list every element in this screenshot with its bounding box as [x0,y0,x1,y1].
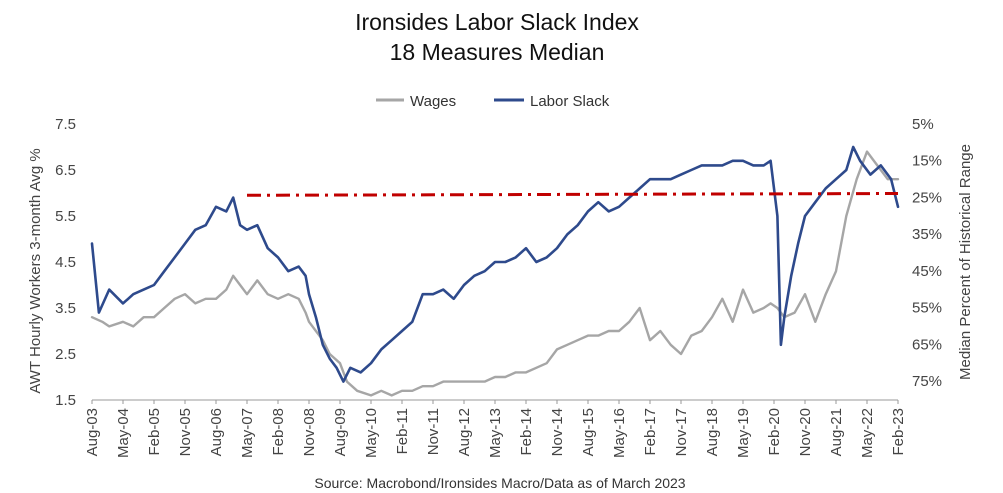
x-tick-label: May-10 [363,408,380,458]
y2-tick-label: 75% [912,373,942,390]
y2-axis-title: Median Percent of Historical Range [957,144,974,380]
x-tick-label: Aug-21 [828,408,845,456]
y2-tick-label: 35% [912,226,942,243]
x-tick-label: Nov-17 [673,408,690,456]
x-tick-label: Feb-23 [890,408,907,456]
y2-tick-label: 5% [912,116,934,133]
y-tick-label: 4.5 [55,254,76,271]
chart-subtitle: 18 Measures Median [390,39,605,65]
y-axis: 7.5 6.5 5.5 4.5 3.5 2.5 1.5 [55,116,76,409]
series-line-labor-slack [90,145,900,383]
y-tick-label: 3.5 [55,300,76,317]
x-tick-label: Aug-06 [208,408,225,456]
x-tick-label: May-13 [487,408,504,458]
x-tick-label: Feb-05 [146,408,163,456]
x-tick-label: Feb-11 [394,408,411,454]
x-tick-label: Nov-20 [797,408,814,456]
x-tick-label: Aug-18 [704,408,721,456]
threshold-line [246,192,899,197]
series-line-wages [90,150,900,397]
x-axis: Aug-03 May-04 Feb-05 Nov-05 Aug-06 May-07 Feb-… [84,400,907,458]
x-tick-label: Feb-14 [518,408,535,456]
y-tick-label: 6.5 [55,162,76,179]
x-tick-label: May-16 [611,408,628,458]
x-tick-label: May-19 [735,408,752,458]
x-tick-label: Feb-17 [642,408,659,456]
legend-labor-slack-label: Labor Slack [530,93,610,110]
x-tick-label: Nov-14 [549,408,566,456]
y2-tick-label: 25% [912,189,942,206]
x-tick-label: Nov-05 [177,408,194,456]
y-tick-label: 2.5 [55,346,76,363]
y-tick-label: 7.5 [55,116,76,133]
x-tick-label: Feb-08 [270,408,287,456]
x-tick-label: Aug-15 [580,408,597,456]
x-tick-label: Nov-08 [301,408,318,456]
y2-tick-label: 15% [912,153,942,170]
x-tick-label: Aug-09 [332,408,349,456]
source-note: Source: Macrobond/Ironsides Macro/Data a… [314,475,685,491]
x-tick-label: May-22 [859,408,876,458]
y-tick-label: 1.5 [55,392,76,409]
series-layer [90,145,900,397]
chart-title: Ironsides Labor Slack Index [355,9,639,35]
legend-wages-label: Wages [410,93,456,110]
legend: Wages Labor Slack [376,93,610,110]
y2-tick-label: 45% [912,263,942,280]
y2-tick-label: 65% [912,336,942,353]
x-tick-label: May-04 [115,408,132,458]
x-tick-label: Nov-11 [425,408,442,455]
x-tick-label: Feb-20 [766,408,783,456]
y2-axis: 5% 15% 25% 35% 45% 55% 65% 75% [912,116,942,390]
x-tick-label: Aug-12 [456,408,473,456]
y-axis-title: AWT Hourly Workers 3-month Avg % [27,148,44,393]
x-tick-label: Aug-03 [84,408,101,456]
y2-tick-label: 55% [912,300,942,317]
x-tick-label: May-07 [239,408,256,458]
y-tick-label: 5.5 [55,208,76,225]
